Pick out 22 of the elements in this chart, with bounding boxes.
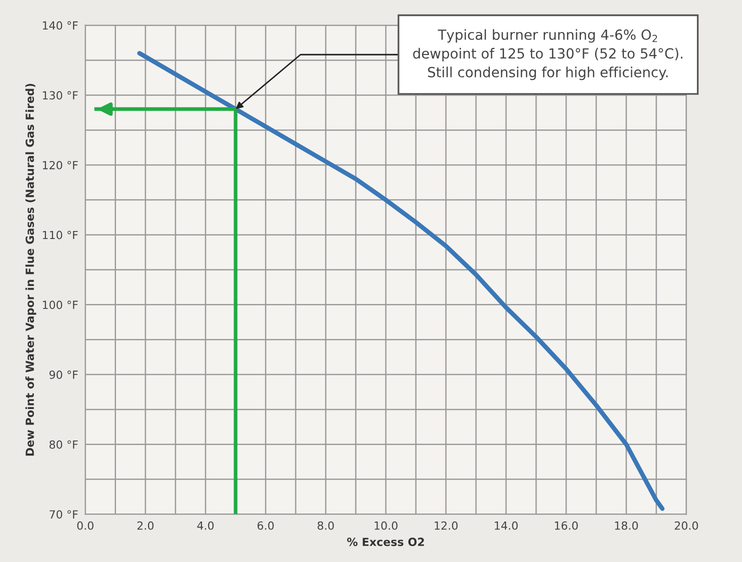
x-tick-label: 6.0 xyxy=(258,521,274,530)
y-tick-label: 90 °F xyxy=(49,370,78,379)
y-tick-label: 120 °F xyxy=(42,160,78,170)
y-tick-label: 100 °F xyxy=(42,300,78,310)
x-tick-label: 4.0 xyxy=(197,521,214,530)
x-tick-label: 2.0 xyxy=(137,521,154,530)
y-tick-label: 130 °F xyxy=(42,91,78,100)
x-tick-label: 18.0 xyxy=(615,521,638,530)
x-axis-title: % Excess O2 xyxy=(347,538,424,546)
x-tick-label: 16.0 xyxy=(554,521,578,530)
x-tick-label: 12.0 xyxy=(434,521,458,530)
x-tick-label: 10.0 xyxy=(374,521,398,530)
x-tick-label: 8.0 xyxy=(318,521,334,530)
y-tick-label: 140 °F xyxy=(42,21,78,30)
y-tick-label: 80 °F xyxy=(50,440,78,449)
x-tick-label: 14.0 xyxy=(494,521,518,530)
y-tick-label: 70 °F xyxy=(50,510,78,519)
y-axis-title: Dew Point of Water Vapor in Flue Gases (Natural Gas Fired) xyxy=(25,84,36,456)
annotation: Typical burner running 4-6% O$_{2}$ dewpoint of 125 to 130°F (52 to 54°C). Still condensing for high efficiency. xyxy=(413,29,682,80)
x-tick-label: 20.0 xyxy=(674,521,698,530)
y-tick-label: 110 °F xyxy=(42,230,78,240)
x-tick-label: 0.0 xyxy=(77,521,94,530)
